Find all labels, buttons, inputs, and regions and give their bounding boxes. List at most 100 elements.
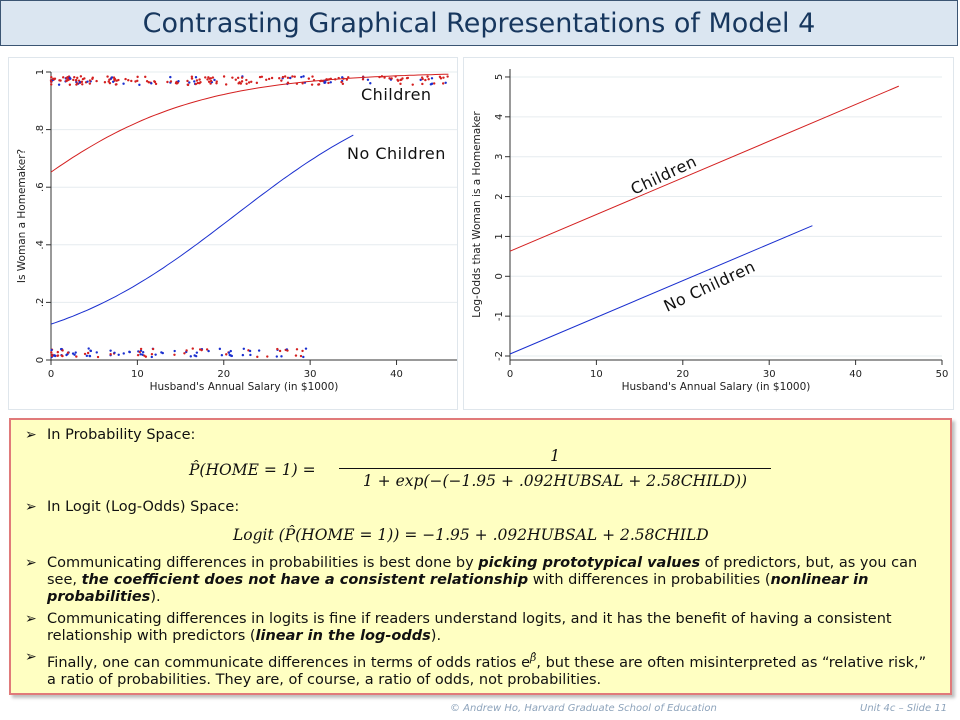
data-point-children [266,355,269,358]
data-point-children [293,75,296,78]
x-axis-title: Husband's Annual Salary (in $1000) [150,381,339,393]
data-point-children [240,76,244,79]
data-point-children [236,76,240,80]
data-point-no-children [302,75,305,78]
data-point-children [169,80,173,83]
data-point-no-children [161,351,164,355]
x-tick-label: 50 [936,369,949,380]
x-tick-label: 10 [590,369,603,380]
data-point-children [281,75,285,79]
data-point-children [286,349,289,352]
data-point-children [173,353,176,356]
x-tick-label: 0 [48,369,54,380]
data-point-children [258,75,262,79]
data-point-children [341,82,345,86]
data-point-children [276,347,279,351]
data-point-children [127,79,130,82]
data-point-children [153,80,157,84]
data-point-children [424,78,427,82]
text-segment: of predictors, but, as you can see, [47,555,918,588]
data-point-no-children [220,354,224,357]
data-point-children [411,83,414,86]
data-point-no-children [207,349,210,353]
data-point-children [270,76,274,80]
data-point-children [247,81,251,84]
no-children-label: No Children [347,144,446,163]
data-point-children [83,77,86,80]
plot-region [510,69,942,360]
data-point-children [317,83,321,86]
data-point-children [255,81,259,85]
data-point-no-children [88,354,92,358]
data-point-children [245,82,248,85]
x-tick-label: 20 [676,369,689,380]
data-point-no-children [194,354,198,358]
data-point-children [107,80,110,83]
no-children-curve [50,134,354,325]
x-tick-label: 30 [304,369,317,380]
data-point-children [50,351,53,354]
fraction-bar [339,468,771,469]
y-tick-label: 2 [494,193,505,199]
data-point-children [139,347,143,351]
emphasis-text: linear in the log-odds [255,628,431,644]
data-point-no-children [113,351,116,354]
data-point-children [117,78,120,82]
data-point-children [61,354,64,358]
data-point-no-children [154,353,157,356]
data-point-no-children [324,81,327,84]
data-point-children [108,78,111,81]
data-point-no-children [141,350,145,354]
data-point-children [390,77,393,80]
data-point-no-children [50,348,53,352]
y-tick-label: -2 [494,351,505,361]
data-point-children [144,75,147,79]
data-point-children [207,76,210,79]
data-point-no-children [227,351,231,354]
data-point-children [421,82,424,86]
data-point-children [136,353,140,357]
data-point-children [88,79,92,82]
data-point-no-children [74,351,77,354]
x-tick-label: 30 [763,369,776,380]
data-point-children [209,79,213,83]
data-point-no-children [150,82,153,85]
equation-probability-fraction: 1 1 + exp(−(−1.95 + .092HUBSAL + 2.58CHI… [339,446,771,491]
data-point-no-children [173,349,176,353]
data-point-children [53,77,57,80]
data-point-children [446,75,449,78]
data-point-children [136,79,139,83]
emphasis-text: nonlinear in probabilities [47,572,869,605]
data-point-children [427,78,430,81]
text-segment: Finally, one can communicate differences… [47,654,530,671]
data-point-no-children [150,355,153,359]
text-segment: ). [150,589,161,605]
x-tick-label: 40 [390,369,403,380]
data-point-children [138,350,142,354]
data-point-children [186,83,189,86]
arrow-bullet-icon: ➢ [25,611,37,627]
data-point-children [278,77,281,80]
footer-copyright: © Andrew Ho, Harvard Graduate School of … [450,703,717,714]
data-point-no-children [229,349,232,353]
data-point-no-children [189,355,192,358]
data-point-children [49,80,53,83]
children-curve [50,73,449,173]
data-point-children [345,78,349,81]
data-point-no-children [341,76,344,79]
explanation-box: ➢ In Probability Space: P̂(HOME = 1) = 1… [9,418,952,695]
y-tick-label: 0 [494,273,505,279]
data-point-children [421,77,424,81]
data-point-children [209,77,213,80]
data-point-children [205,348,209,351]
data-point-children [432,82,436,85]
data-point-no-children [241,353,245,357]
data-point-no-children [249,353,252,357]
data-point-children [406,76,410,80]
y-tick-label: 3 [494,154,505,160]
data-point-no-children [300,75,303,79]
data-point-children [204,76,207,79]
data-point-children [81,83,84,86]
text-segment: ). [430,628,442,644]
data-point-no-children [304,347,308,350]
